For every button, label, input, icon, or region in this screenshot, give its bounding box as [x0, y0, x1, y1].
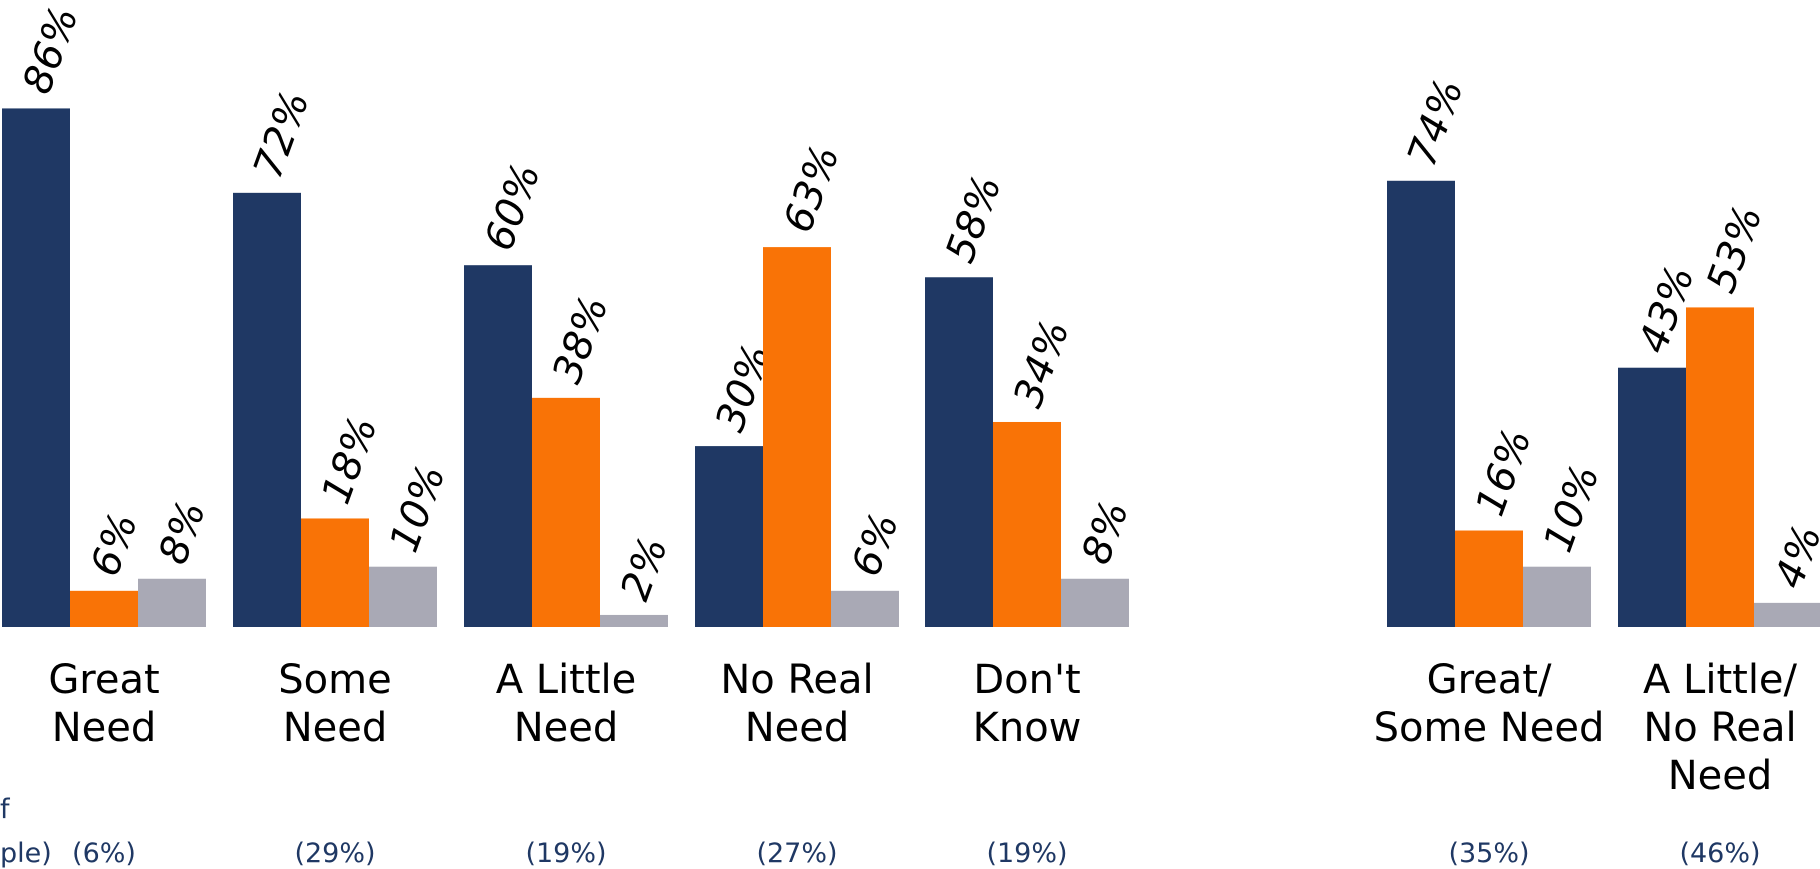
bar-g5-s1 [1455, 530, 1523, 627]
value-label-g4-s0: 58% [937, 169, 1011, 268]
category-label-line: Great [48, 657, 159, 703]
sample-share-label-line: ple) [0, 838, 52, 869]
category-label-line: Need [1668, 753, 1773, 799]
category-label-line: No Real [1643, 705, 1796, 751]
category-label-3: No Real Need [720, 657, 873, 751]
value-label-g0-s2: 8% [150, 495, 215, 570]
sample-share-4: (19%) [986, 838, 1067, 869]
sample-share-3: (27%) [756, 838, 837, 869]
bar-g1-s0 [233, 192, 301, 627]
sample-share-label: f ple) [0, 794, 52, 869]
bar-g5-s2 [1523, 566, 1591, 627]
bar-g4-s2 [1061, 578, 1129, 627]
value-label-g2-s2: 2% [612, 531, 677, 606]
value-label-g6-s1: 53% [1698, 200, 1772, 299]
value-label-g3-s2: 6% [843, 507, 908, 582]
category-label-1: Some Need [278, 657, 391, 751]
bar-g1-s2 [369, 566, 437, 627]
value-label-g5-s0: 74% [1399, 73, 1473, 172]
value-label-g1-s1: 18% [313, 411, 387, 510]
category-label-line: Don't [973, 657, 1080, 703]
bar-g2-s0 [464, 265, 532, 627]
sample-share-1: (29%) [294, 838, 375, 869]
bar-g5-s0 [1387, 180, 1455, 627]
value-label-g2-s1: 38% [544, 290, 618, 389]
bar-g0-s1 [70, 590, 138, 627]
value-label-g5-s2: 10% [1535, 459, 1609, 558]
value-label-g0-s1: 6% [82, 507, 147, 582]
category-label-line: Some [278, 657, 391, 703]
sample-share-6: (46%) [1679, 838, 1760, 869]
value-label-g4-s1: 34% [1005, 314, 1079, 413]
category-label-6: A Little/No Real Need [1643, 657, 1798, 799]
category-label-line: Need [745, 705, 850, 751]
sample-share-label-line: f [0, 794, 11, 825]
category-label-line: Need [283, 705, 388, 751]
category-label-line: Know [973, 705, 1082, 751]
category-label-2: A Little Need [496, 657, 637, 751]
bar-g6-s0 [1618, 367, 1686, 627]
sample-share-2: (19%) [525, 838, 606, 869]
bar-g6-s1 [1686, 307, 1754, 627]
value-label-g5-s1: 16% [1467, 423, 1541, 522]
value-label-g2-s0: 60% [476, 157, 550, 256]
bar-g3-s2 [831, 590, 899, 627]
bar-g0-s2 [138, 578, 206, 627]
category-label-4: Don't Know [973, 657, 1082, 751]
bar-g4-s0 [925, 277, 993, 627]
category-label-line: A Little [496, 657, 637, 703]
bar-g2-s2 [600, 614, 668, 627]
value-label-g1-s0: 72% [245, 85, 319, 184]
category-label-5: Great/Some Need [1374, 657, 1605, 751]
bar-g4-s1 [993, 421, 1061, 627]
bar-g3-s1 [763, 247, 831, 628]
value-label-g0-s0: 86% [14, 1, 88, 100]
value-label-g3-s1: 63% [775, 139, 849, 238]
bar-g2-s1 [532, 397, 600, 627]
value-label-g4-s2: 8% [1073, 495, 1138, 570]
category-label-line: Great/ [1427, 657, 1552, 703]
category-label-line: A Little/ [1643, 657, 1798, 703]
value-label-g1-s2: 10% [381, 459, 455, 558]
bar-g3-s0 [695, 446, 763, 627]
value-label-g6-s2: 4% [1766, 519, 1820, 594]
bar-g1-s1 [301, 518, 369, 627]
category-label-line: Some Need [1374, 705, 1605, 751]
category-label-line: Need [514, 705, 619, 751]
bar-g6-s2 [1754, 602, 1820, 627]
bar-g0-s0 [2, 108, 70, 628]
category-label-line: Need [52, 705, 157, 751]
sample-share-5: (35%) [1448, 838, 1529, 869]
category-label-0: Great Need [48, 657, 159, 751]
category-label-line: No Real [720, 657, 873, 703]
sample-share-0: (6%) [72, 838, 136, 869]
